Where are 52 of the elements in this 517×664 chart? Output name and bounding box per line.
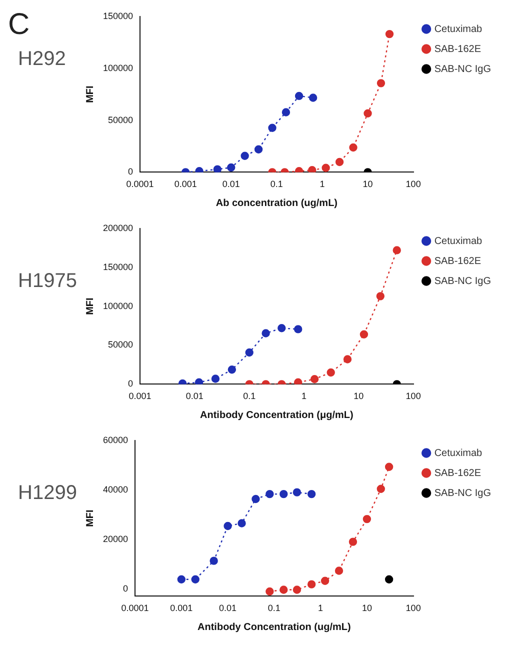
x-tick-label: 0.0001: [121, 603, 149, 614]
x-tick-label: 0.1: [243, 391, 256, 402]
x-tick-label: 0.1: [270, 179, 283, 190]
y-tick-label: 100000: [102, 300, 134, 311]
y-tick-label: 20000: [102, 534, 128, 544]
legend-label: SAB-162E: [434, 468, 482, 479]
x-axis-title: Antibody Concentration (μg/mL): [200, 410, 354, 421]
x-tick-label: 0.01: [219, 603, 237, 614]
x-tick-label: 0.1: [268, 603, 280, 614]
y-tick-label: 150000: [102, 10, 134, 21]
x-tick-label: 0.001: [170, 603, 193, 614]
x-tick-label: 1: [320, 179, 325, 190]
x-tick-label: 0.01: [186, 391, 204, 402]
x-tick-label: 100: [406, 603, 421, 614]
legend-label: SAB-NC IgG: [434, 488, 492, 499]
legend-label: SAB-162E: [434, 44, 482, 55]
legend-label: SAB-NC IgG: [434, 64, 492, 75]
text: H1299: [18, 482, 77, 505]
y-tick-label: 200000: [102, 222, 134, 233]
y-tick-label: 60000: [102, 434, 128, 445]
legend-label: Cetuximab: [434, 448, 483, 459]
x-tick-label: 1: [301, 391, 307, 402]
y-tick-label: 0: [128, 378, 134, 389]
legend-label: Cetuximab: [434, 24, 483, 35]
x-tick-label: 10: [354, 391, 364, 402]
x-tick-label: 0.001: [174, 179, 197, 190]
y-axis-title: MFI: [84, 297, 96, 315]
y-tick-label: 50000: [108, 114, 134, 125]
legend-label: SAB-162E: [434, 256, 482, 267]
x-tick-label: 0.0001: [126, 179, 154, 190]
y-tick-label: 100000: [102, 62, 134, 73]
x-axis-title: Ab concentration (ug/mL): [216, 198, 338, 209]
x-tick-label: 0.01: [222, 179, 240, 190]
y-tick-label: 0: [128, 166, 134, 177]
x-tick-label: 10: [362, 179, 373, 190]
text: C: [8, 8, 30, 42]
text: H292: [18, 48, 66, 71]
text: H1975: [18, 270, 77, 293]
legend-label: Cetuximab: [434, 236, 483, 247]
legend-label: SAB-NC IgG: [434, 276, 492, 287]
x-tick-label: 1: [318, 603, 324, 614]
y-tick-label: 0: [123, 583, 128, 594]
y-axis-title: MFI: [84, 509, 96, 527]
x-tick-label: 100: [406, 179, 421, 190]
x-axis-title: Antibody Concentration (ug/mL): [198, 622, 351, 633]
x-tick-label: 100: [406, 391, 421, 402]
x-tick-label: 10: [362, 603, 372, 614]
x-tick-label: 0.001: [128, 391, 152, 402]
y-tick-label: 40000: [102, 484, 128, 494]
y-tick-label: 50000: [108, 340, 134, 350]
y-tick-label: 150000: [102, 262, 134, 272]
y-axis-title: MFI: [84, 85, 96, 103]
